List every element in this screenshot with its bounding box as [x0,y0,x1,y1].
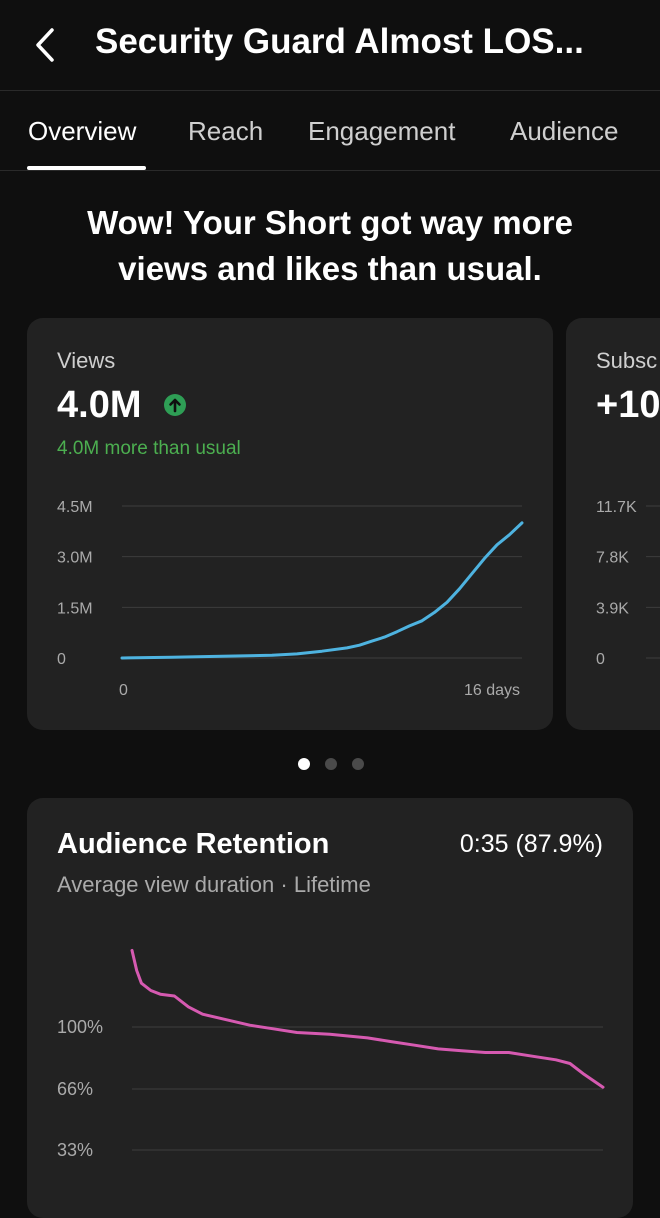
pager-dot-2[interactable] [325,758,337,770]
summary-headline-line2: views and likes than usual. [118,250,542,287]
tab-bar: Overview Reach Engagement Audience [0,92,660,171]
summary-headline: Wow! Your Short got way more views and l… [0,200,660,292]
y-tick-label: 3.0M [57,550,93,567]
pager-dot-1[interactable] [298,758,310,770]
carousel-pager [0,756,660,772]
retention-subtitle: Average view duration · Lifetime [57,872,371,897]
y-tick-label: 0 [57,651,66,668]
pager-dot-3[interactable] [352,758,364,770]
views-value: 4.0M [57,384,142,426]
views-chart: 4.5M 3.0M 1.5M 0 0 16 days [57,499,524,699]
subscribers-value: +10 [596,384,660,426]
views-card[interactable]: Views 4.0M 4.0M more than usual 4.5M 3.0M… [27,318,553,730]
back-arrow-icon[interactable] [28,22,68,68]
active-tab-indicator [27,166,146,170]
retention-chart: 100% 66% 33% [57,948,605,1160]
retention-value: 0:35 (87.9%) [459,830,603,858]
retention-title: Audience Retention [57,828,330,860]
y-tick-label: 11.7K [596,499,637,516]
trend-up-icon [164,394,186,416]
y-tick-label: 100% [57,1017,103,1037]
views-series-line [120,521,524,660]
tab-audience[interactable]: Audience [510,116,619,146]
y-tick-label: 3.9K [596,600,629,617]
retention-series-line [130,948,605,1089]
y-tick-label: 4.5M [57,499,93,516]
subscribers-label: Subsc [596,348,658,373]
y-tick-label: 7.8K [596,550,629,567]
x-tick-label: 0 [119,682,128,699]
tab-engagement[interactable]: Engagement [308,116,456,146]
x-tick-label: 16 days [464,682,520,699]
y-tick-label: 33% [57,1140,93,1160]
summary-headline-line1: Wow! Your Short got way more [87,204,573,241]
header: Security Guard Almost LOS... [0,0,660,91]
y-tick-label: 0 [596,651,605,668]
y-tick-label: 1.5M [57,600,93,617]
tab-reach[interactable]: Reach [188,116,264,146]
y-tick-label: 66% [57,1079,93,1099]
audience-retention-card[interactable]: Audience Retention 0:35 (87.9%) Average … [27,798,633,1218]
subscribers-chart: 11.7K 7.8K 3.9K 0 [596,499,660,668]
subscribers-card[interactable]: Subsc +10 11.7K 7.8K 3.9K 0 [566,318,660,730]
views-delta-text: 4.0M more than usual [57,438,241,459]
views-label: Views [57,348,116,373]
tab-overview[interactable]: Overview [28,116,137,146]
page-title: Security Guard Almost LOS... [95,22,584,61]
